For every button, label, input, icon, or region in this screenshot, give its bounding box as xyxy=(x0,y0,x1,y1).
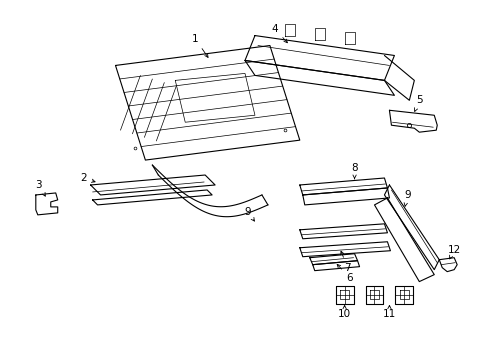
Text: 5: 5 xyxy=(414,95,422,111)
Text: 12: 12 xyxy=(447,245,460,259)
Text: 1: 1 xyxy=(191,33,207,57)
Text: 6: 6 xyxy=(337,264,352,283)
Text: 9: 9 xyxy=(244,207,254,221)
Text: 11: 11 xyxy=(382,305,395,319)
Text: 7: 7 xyxy=(340,251,350,273)
Text: 8: 8 xyxy=(350,163,357,179)
Text: 9: 9 xyxy=(403,190,410,206)
Text: 4: 4 xyxy=(271,24,287,43)
Text: 2: 2 xyxy=(80,173,95,183)
Text: 10: 10 xyxy=(337,305,350,319)
Text: 3: 3 xyxy=(36,180,45,196)
